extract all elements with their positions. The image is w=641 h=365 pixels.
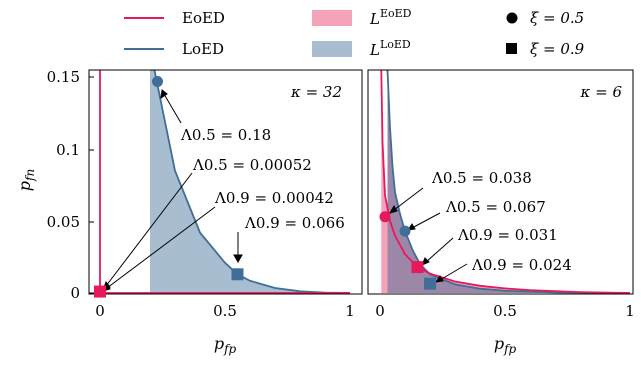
eoed-curve-left (99, 70, 350, 294)
legend-eoed-region-letter: L (369, 10, 380, 28)
x-axis-label-left: pfp (214, 334, 237, 356)
panel-left-markers (94, 76, 244, 298)
x-tick-label-1-right: 1 (625, 302, 635, 320)
arrow-ann-0024 (439, 263, 468, 281)
loed-region-fill-left (150, 70, 350, 293)
x-tick-label-0-left: 0 (95, 302, 105, 320)
arrow-head-ann-018 (160, 89, 168, 100)
loed-curve-right (386, 70, 631, 294)
legend-eoed-region-sup: EoED (380, 7, 412, 20)
marker-left-loed-square-3 (231, 268, 244, 281)
legend: EoED LoED LEoED LLoED ξ = 0.5 ξ = 0.9 (124, 7, 585, 59)
arrow-ann-000052 (105, 172, 193, 287)
annotation-right-2: Λ0.5 = 0.067 (445, 198, 546, 216)
panel-right-frame (367, 69, 634, 295)
legend-eoed-region-swatch (312, 10, 352, 26)
legend-eoed-region-label: LEoED (369, 7, 412, 28)
panel-right-x-ticks: 0 0.5 1 (375, 302, 635, 320)
y-tick-label-005: 0.05 (47, 213, 80, 231)
loed-curve-left (153, 70, 351, 294)
annotation-left-1: Λ0.5 = 0.18 (180, 126, 271, 144)
y-tick-label-01: 0.1 (56, 141, 80, 159)
legend-loed-region-label: LLoED (369, 38, 411, 59)
legend-loed-region-sup: LoED (380, 38, 411, 51)
panel-left-x-ticks: 0 0.5 1 (95, 302, 355, 320)
x-tick-label-05-right: 0.5 (493, 302, 517, 320)
y-tick-label-015: 0.15 (47, 68, 80, 86)
arrow-ann-0038 (393, 187, 424, 211)
arrow-head-ann-0024 (434, 275, 444, 283)
legend-eoed-line-label: EoED (182, 9, 225, 27)
panel-right: 0 0.5 1 pfp κ = 6 Λ0.5 = 0.038 Λ0.5 = 0.… (367, 69, 635, 356)
arrow-ann-000042 (106, 206, 216, 289)
legend-xi-square-label: ξ = 0.9 (530, 40, 585, 58)
arrow-head-ann-0038 (388, 205, 398, 214)
legend-square-marker (506, 43, 517, 54)
arrow-head-ann-0066 (233, 254, 243, 264)
marker-right-eoed-square-2 (411, 261, 424, 274)
panel-left: 0 0.05 0.1 0.15 0 0.5 1 pfp pfn κ = 32 Λ… (15, 68, 363, 356)
annotation-right-3: Λ0.9 = 0.031 (457, 226, 558, 244)
annotation-left-3: Λ0.9 = 0.00042 (214, 189, 334, 207)
legend-loed-region-swatch (312, 41, 352, 57)
annotation-left-2: Λ0.5 = 0.00052 (192, 156, 312, 174)
marker-left-loed-circle-0 (152, 76, 163, 88)
legend-xi-circle-label: ξ = 0.5 (530, 9, 584, 27)
y-tick-label-0: 0 (70, 284, 80, 302)
panel-left-arrows (101, 89, 243, 292)
panel-left-y-ticks: 0 0.05 0.1 0.15 (47, 68, 94, 302)
panel-left-frame (88, 69, 363, 295)
marker-right-eoed-circle-0 (379, 211, 391, 223)
legend-loed-region-letter: L (369, 41, 380, 59)
annotation-left-4: Λ0.9 = 0.066 (244, 214, 345, 232)
legend-loed-line-label: LoED (182, 40, 224, 58)
arrow-ann-0031 (425, 237, 454, 263)
annotation-right-4: Λ0.9 = 0.024 (471, 256, 572, 274)
y-axis-label: pfn (15, 169, 37, 191)
x-tick-label-05-left: 0.5 (213, 302, 237, 320)
legend-circle-marker (506, 12, 518, 24)
marker-left-eoed-square-2 (94, 285, 106, 298)
marker-right-loed-circle-1 (399, 225, 411, 237)
panel-right-markers (379, 211, 436, 290)
arrow-ann-018 (163, 93, 182, 124)
annotation-right-1: Λ0.5 = 0.038 (431, 169, 532, 187)
panel-right-title: κ = 6 (580, 83, 623, 101)
eoed-curve-right (380, 70, 631, 294)
x-axis-label-right: pfp (494, 334, 517, 356)
panel-left-title: κ = 32 (290, 83, 342, 101)
marker-right-loed-square-3 (424, 277, 436, 290)
arrow-ann-0067 (411, 212, 441, 229)
x-tick-label-1-left: 1 (345, 302, 355, 320)
x-tick-label-0-right: 0 (375, 302, 385, 320)
